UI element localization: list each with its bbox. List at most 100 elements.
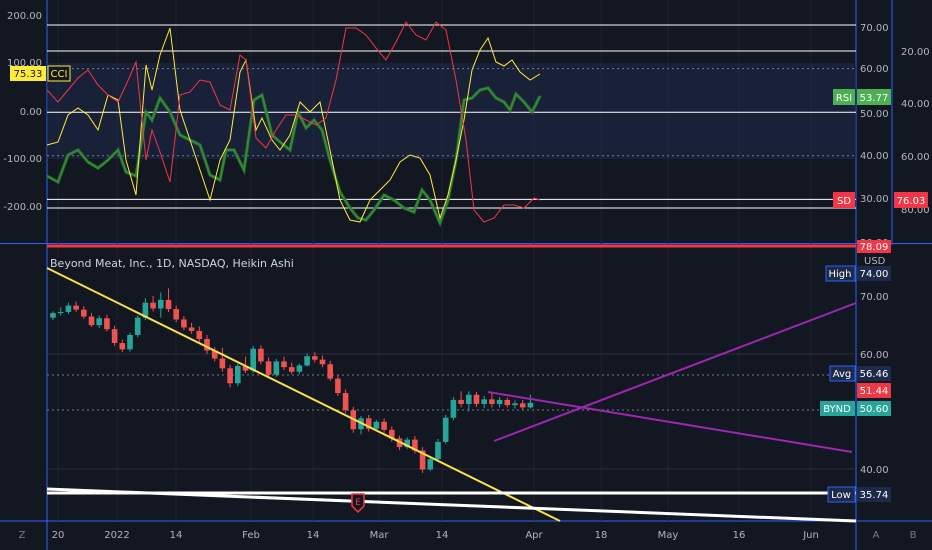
purple-upper-triangle-line (487, 391, 853, 453)
candle-body (165, 299, 172, 310)
price-pane: Beyond Meat, Inc., 1D, NASDAQ, Heikin As… (46, 257, 891, 523)
currency-label: USD (864, 256, 886, 267)
left-axis-tick-neg100: -100.00 (3, 154, 42, 165)
low-label: Low (831, 490, 851, 501)
left-axis-tick-neg200: -200.00 (3, 202, 42, 213)
candle-body (312, 356, 318, 360)
time-label-mar14: 14 (436, 530, 449, 541)
earnings-marker[interactable]: E (351, 493, 365, 514)
cci-line (46, 27, 541, 223)
right-axis-tick-30: 30.00 (860, 194, 889, 205)
price-tick-70: 70.00 (860, 292, 889, 303)
price-tick-40: 40.00 (860, 465, 889, 476)
cci-value: 75.33 (14, 69, 43, 80)
high-value: 74.00 (860, 269, 889, 280)
candle-body (273, 361, 280, 375)
candle-body (65, 305, 72, 312)
candle-body (88, 316, 95, 326)
rsi-name: RSI (836, 93, 852, 104)
time-axis-left-icon[interactable]: Z (19, 530, 26, 541)
purple-lower-triangle-line (493, 302, 857, 442)
candle-body (265, 361, 272, 375)
candle-body (496, 399, 503, 404)
candle-body (134, 317, 141, 335)
candle-body (450, 399, 457, 418)
candle-body (435, 441, 441, 460)
indicator-pane: 200.00 100.00 0.00 -100.00 -200.00 75.33… (3, 11, 929, 267)
price-tick-60: 60.00 (860, 350, 889, 361)
time-label-20: 20 (52, 530, 65, 541)
candle-body (127, 334, 133, 350)
candle-body (219, 358, 226, 369)
far-right-tick-40: 40.00 (901, 99, 930, 110)
candle-body (211, 350, 218, 359)
candle-body (296, 365, 303, 372)
time-axis-b-icon[interactable]: B (910, 530, 917, 541)
boundary-value: 78.09 (860, 242, 889, 253)
rsi-value: 53.77 (860, 93, 889, 104)
candle-body (188, 327, 195, 331)
candle-body (412, 439, 418, 451)
candle-body (57, 311, 64, 314)
candle-body (389, 429, 395, 439)
candle-body (481, 399, 487, 404)
sd-name: SD (837, 196, 851, 207)
time-label-apr: Apr (525, 530, 543, 541)
avg-value: 56.46 (860, 369, 889, 380)
time-label-may: May (658, 530, 679, 541)
candle-body (196, 330, 203, 339)
rsi-name-badge (833, 89, 855, 105)
boundary-value-badge (857, 240, 891, 253)
candle-body (227, 368, 233, 384)
low-value-badge (857, 487, 891, 502)
candle-body (419, 450, 426, 470)
right-axis-tick-60: 60.00 (860, 64, 889, 75)
candle-body (204, 338, 210, 351)
earnings-marker-letter[interactable]: E (355, 498, 361, 508)
right-axis-tick-70: 70.00 (860, 23, 889, 34)
last-value: 51.44 (860, 386, 889, 397)
rsi-value-badge (857, 89, 891, 105)
cci-name: CCI (51, 69, 68, 80)
price-pane-title: Beyond Meat, Inc., 1D, NASDAQ, Heikin As… (50, 257, 294, 270)
candle-body (142, 302, 149, 318)
time-label-mar: Mar (370, 530, 390, 541)
cci-name-badge (47, 65, 71, 82)
candle-body (335, 378, 341, 394)
candle-body (150, 302, 156, 309)
candle-body (442, 417, 449, 442)
indicator-levels (47, 24, 856, 209)
candle-body (473, 394, 480, 404)
time-label-2022: 2022 (104, 530, 129, 541)
candle-body (519, 403, 526, 408)
candle-body (466, 394, 472, 404)
symbol-label: BYND (823, 404, 851, 415)
candle-body (173, 309, 179, 320)
time-label-jan14: 14 (170, 530, 183, 541)
high-value-badge (857, 266, 891, 281)
low-value: 35.74 (860, 490, 889, 501)
candle-body (458, 399, 464, 404)
time-label-feb14: 14 (307, 530, 320, 541)
candle-body (373, 421, 380, 429)
low-label-badge (827, 486, 856, 503)
far-right-tick-60: 60.00 (901, 152, 930, 163)
time-label-feb: Feb (242, 530, 260, 541)
avg-label-badge (829, 365, 856, 382)
candle-body (50, 313, 56, 318)
high-label-badge (825, 265, 856, 282)
avg-value-badge (857, 366, 891, 381)
time-axis-auto-icon[interactable]: A (873, 530, 880, 541)
earnings-marker-shape[interactable] (351, 493, 365, 514)
right-axis-tick-50: 50.00 (860, 109, 889, 120)
symbol-label-badge (820, 401, 855, 416)
left-axis-tick-100: 100.00 (7, 58, 42, 69)
time-label-may16: 16 (733, 530, 746, 541)
candle-body (119, 343, 126, 350)
candle-body (281, 361, 287, 368)
candle-body (427, 459, 434, 470)
candle-body (404, 439, 410, 448)
avg-label: Avg (833, 369, 852, 380)
candle-body (319, 359, 326, 365)
time-label-apr18: 18 (595, 530, 608, 541)
